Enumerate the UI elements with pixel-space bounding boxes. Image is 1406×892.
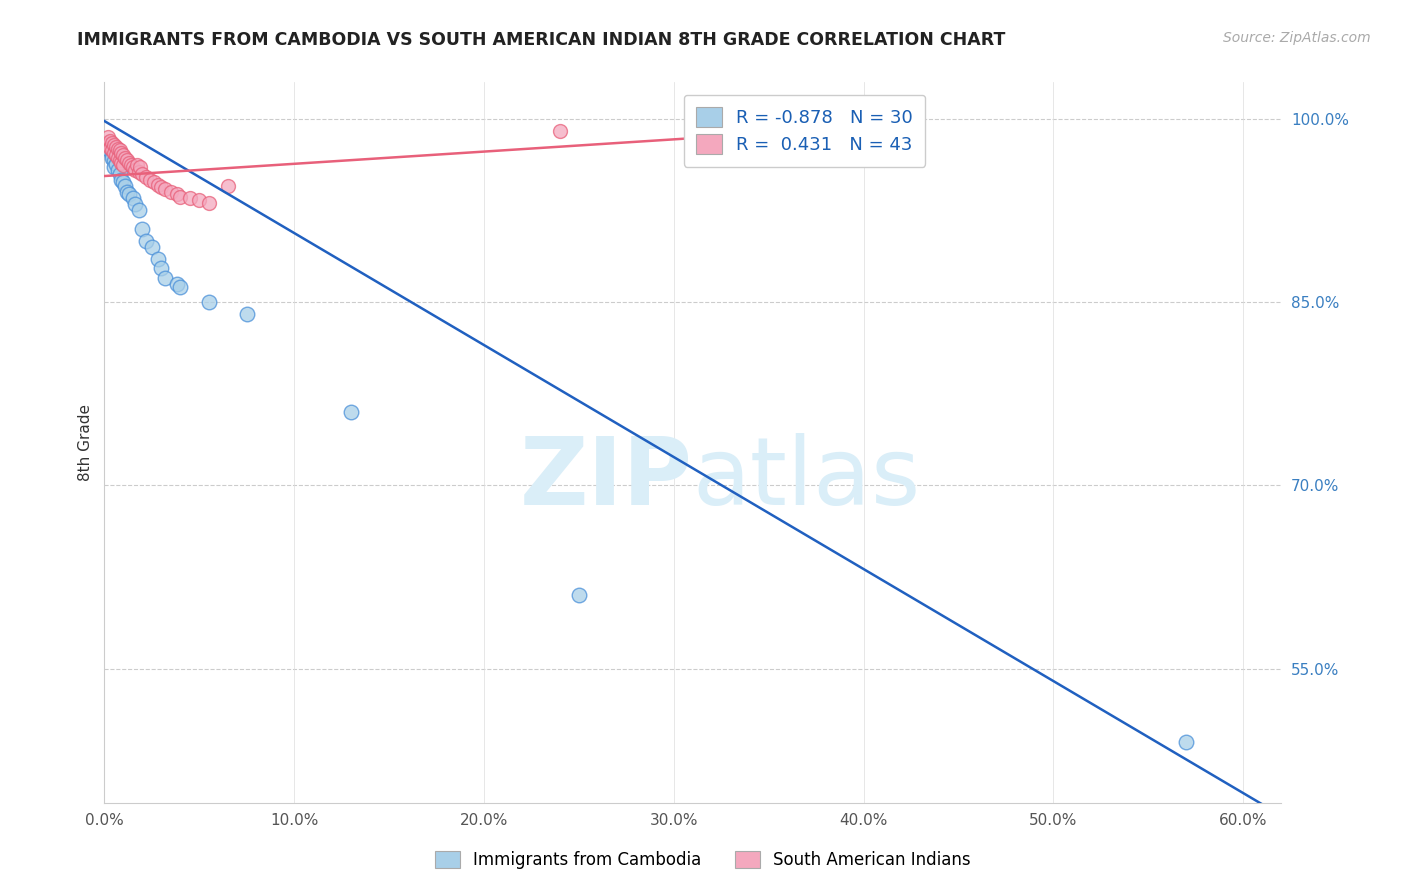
Point	[124, 197, 146, 211]
Point	[131, 221, 153, 235]
Point	[169, 190, 191, 204]
Point	[98, 141, 121, 155]
Point	[110, 145, 132, 160]
Point	[159, 185, 181, 199]
Point	[124, 162, 146, 177]
Point	[103, 161, 125, 175]
Text: IMMIGRANTS FROM CAMBODIA VS SOUTH AMERICAN INDIAN 8TH GRADE CORRELATION CHART: IMMIGRANTS FROM CAMBODIA VS SOUTH AMERIC…	[77, 31, 1005, 49]
Text: atlas: atlas	[693, 433, 921, 524]
Point	[142, 175, 165, 189]
Point	[104, 139, 127, 153]
Point	[103, 138, 125, 153]
Point	[141, 240, 163, 254]
Point	[150, 180, 173, 194]
Point	[110, 155, 132, 169]
Point	[568, 588, 591, 602]
Point	[98, 136, 121, 150]
Point	[166, 277, 188, 291]
Point	[97, 142, 120, 156]
Point	[107, 142, 129, 156]
Point	[108, 153, 131, 168]
Point	[104, 148, 127, 162]
Point	[129, 161, 152, 175]
Point	[101, 151, 124, 165]
Point	[128, 165, 150, 179]
Point	[118, 155, 141, 169]
Point	[115, 185, 138, 199]
Point	[101, 144, 124, 158]
Point	[166, 187, 188, 202]
Point	[112, 158, 135, 172]
Point	[103, 145, 125, 160]
Point	[101, 136, 124, 150]
Point	[153, 182, 176, 196]
Point	[139, 172, 162, 186]
Point	[121, 161, 143, 175]
Point	[114, 151, 136, 165]
Point	[104, 157, 127, 171]
Point	[98, 134, 121, 148]
Point	[107, 162, 129, 177]
Point	[97, 138, 120, 153]
Point	[1175, 735, 1198, 749]
Point	[235, 307, 257, 321]
Point	[101, 148, 124, 162]
Point	[103, 154, 125, 169]
Point	[110, 172, 132, 186]
Point	[179, 191, 201, 205]
Point	[97, 129, 120, 144]
Point	[114, 178, 136, 193]
Point	[217, 178, 239, 193]
Point	[107, 151, 129, 165]
Point	[146, 252, 169, 267]
Y-axis label: 8th Grade: 8th Grade	[79, 404, 93, 481]
Point	[153, 270, 176, 285]
Point	[548, 124, 571, 138]
Point	[125, 158, 148, 172]
Point	[135, 234, 157, 248]
Point	[108, 144, 131, 158]
Point	[118, 187, 141, 202]
Point	[340, 405, 363, 419]
Point	[128, 203, 150, 218]
Legend: R = -0.878   N = 30, R =  0.431   N = 43: R = -0.878 N = 30, R = 0.431 N = 43	[683, 95, 925, 167]
Point	[96, 136, 118, 150]
Point	[135, 170, 157, 185]
Point	[120, 158, 142, 172]
Point	[188, 194, 211, 208]
Point	[146, 178, 169, 192]
Text: Source: ZipAtlas.com: Source: ZipAtlas.com	[1223, 31, 1371, 45]
Point	[115, 153, 138, 168]
Text: ZIP: ZIP	[520, 433, 693, 524]
Point	[150, 260, 173, 275]
Point	[131, 167, 153, 181]
Point	[121, 191, 143, 205]
Point	[112, 148, 135, 162]
Point	[197, 196, 219, 211]
Legend: Immigrants from Cambodia, South American Indians: Immigrants from Cambodia, South American…	[425, 841, 981, 880]
Point	[197, 295, 219, 310]
Point	[112, 175, 135, 189]
Point	[169, 280, 191, 294]
Point	[108, 167, 131, 181]
